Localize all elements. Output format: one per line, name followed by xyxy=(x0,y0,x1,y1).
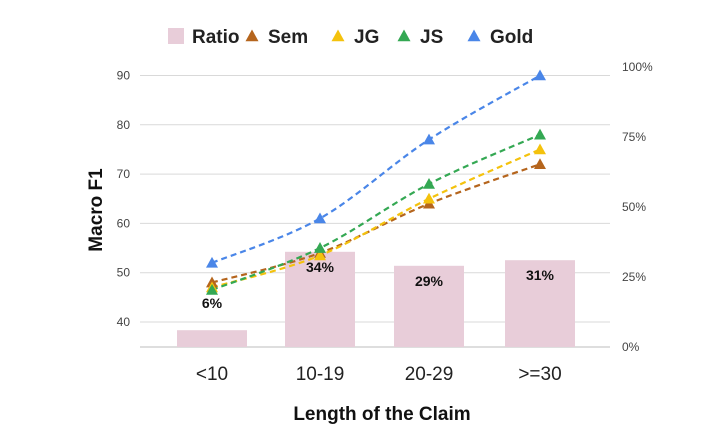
y-tick-label: 80 xyxy=(117,118,131,132)
x-tick-label: 10-19 xyxy=(296,364,345,385)
y-tick-label: 40 xyxy=(117,315,131,329)
legend-swatch-ratio xyxy=(168,28,184,44)
y2-tick-label: 0% xyxy=(622,340,640,354)
legend: Ratio Sem JG JS Gold xyxy=(168,27,533,48)
x-axis-title: Length of the Claim xyxy=(293,404,470,425)
y-axis-title: Macro F1 xyxy=(86,168,107,252)
y2-tick-label: 50% xyxy=(622,200,646,214)
y2-tick-label: 25% xyxy=(622,270,646,284)
y2-tick-label: 75% xyxy=(622,130,646,144)
y2-tick-label: 100% xyxy=(622,60,653,74)
series-point-marker xyxy=(314,212,326,224)
series-point-marker xyxy=(534,158,546,170)
legend-label: Gold xyxy=(490,27,533,48)
y-tick-label: 50 xyxy=(117,266,131,280)
bar-value-label: 34% xyxy=(306,259,335,275)
ratio-bar xyxy=(505,260,575,347)
x-tick-label: >=30 xyxy=(518,364,561,385)
x-axis-ticks: <10 10-19 20-29 >=30 xyxy=(196,364,562,385)
x-tick-label: <10 xyxy=(196,364,228,385)
series-point-marker xyxy=(314,249,326,261)
y-tick-label: 90 xyxy=(117,69,131,83)
legend-label: JS xyxy=(420,27,443,48)
legend-label: JG xyxy=(354,27,379,48)
series-point-marker xyxy=(206,283,218,295)
bar-value-label: 29% xyxy=(415,273,444,289)
ratio-bar xyxy=(394,265,464,347)
series-line xyxy=(211,148,541,289)
legend-label-ratio: Ratio xyxy=(192,27,240,48)
x-tick-label: 20-29 xyxy=(405,364,454,385)
bar-data-labels: 6% 34% 29% 31% xyxy=(202,259,555,311)
left-axis-ticks: 40 50 60 70 80 90 xyxy=(117,69,131,330)
legend-label: Sem xyxy=(268,27,308,48)
series-point-marker xyxy=(423,192,435,204)
series-lines xyxy=(211,74,541,291)
legend-marker xyxy=(331,29,345,42)
y-tick-label: 70 xyxy=(117,167,131,181)
right-axis-ticks: 0% 25% 50% 75% 100% xyxy=(622,60,653,354)
series-line xyxy=(211,74,541,264)
legend-marker xyxy=(397,29,411,42)
y-tick-label: 60 xyxy=(117,216,131,230)
legend-marker xyxy=(245,29,259,42)
series-point-marker xyxy=(534,128,546,140)
series-point-marker xyxy=(423,177,435,189)
legend-marker xyxy=(467,29,481,42)
series-markers xyxy=(206,69,546,295)
series-line xyxy=(211,133,541,291)
series-point-marker xyxy=(206,256,218,268)
series-point-marker xyxy=(423,133,435,145)
bar-value-label: 31% xyxy=(526,267,555,283)
ratio-bar xyxy=(285,251,355,347)
ratio-bar xyxy=(177,330,247,347)
ratio-bars xyxy=(177,251,575,347)
series-point-marker xyxy=(314,242,326,253)
series-point-marker xyxy=(534,69,546,81)
bar-value-label: 6% xyxy=(202,295,223,311)
series-point-marker xyxy=(534,143,546,155)
